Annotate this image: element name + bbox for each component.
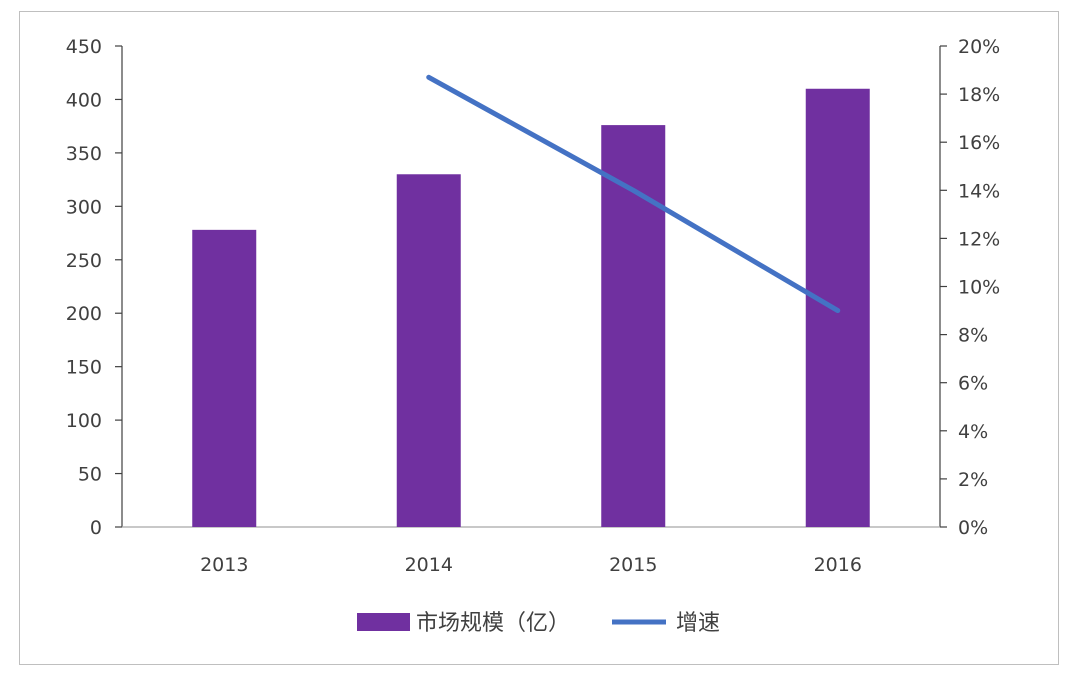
legend: 市场规模（亿） 增速 — [357, 611, 720, 636]
x-tick-label: 2015 — [609, 554, 657, 576]
x-tick-label: 2014 — [405, 554, 453, 576]
y-right-tick-label: 18% — [958, 84, 1000, 106]
y-left-tick-label: 400 — [66, 89, 102, 111]
growth-line — [426, 74, 841, 314]
y-right-tick-label: 10% — [958, 277, 1000, 299]
y-right-tick-label: 12% — [958, 228, 1000, 250]
legend-label-line: 增速 — [676, 611, 720, 636]
legend-swatch-bar — [357, 613, 410, 631]
y-right-tick-label: 2% — [958, 469, 988, 491]
y-left-tick-label: 250 — [66, 250, 102, 272]
legend-label-bar: 市场规模（亿） — [416, 611, 570, 636]
line-layer — [426, 74, 841, 314]
bar — [192, 229, 257, 528]
y-left-tick-label: 50 — [78, 464, 102, 486]
y-right-tick-label: 0% — [958, 517, 988, 539]
bar — [601, 125, 666, 527]
y-left-tick-label: 100 — [66, 410, 102, 432]
y-left-tick-label: 200 — [66, 303, 102, 325]
labels-layer: 0 50 100 150 200 250 300 350 400 450 0% 2% 4% 6% 8% 10%… — [66, 36, 1001, 576]
bar — [396, 174, 461, 527]
y-left-tick-label: 450 — [66, 36, 102, 58]
y-right-tick-label: 20% — [958, 36, 1000, 58]
y-right-tick-label: 8% — [958, 325, 988, 347]
y-left-tick-label: 300 — [66, 196, 102, 218]
axes-layer — [115, 45, 947, 528]
y-right-tick-label: 4% — [958, 421, 988, 443]
x-tick-label: 2013 — [200, 554, 248, 576]
x-tick-label: 2016 — [814, 554, 862, 576]
y-left-tick-label: 0 — [90, 517, 102, 539]
y-left-tick-label: 150 — [66, 357, 102, 379]
y-right-tick-label: 16% — [958, 132, 1000, 154]
bars-layer — [192, 88, 870, 528]
y-right-tick-label: 6% — [958, 373, 988, 395]
y-right-tick-label: 14% — [958, 180, 1000, 202]
y-left-tick-label: 350 — [66, 143, 102, 165]
